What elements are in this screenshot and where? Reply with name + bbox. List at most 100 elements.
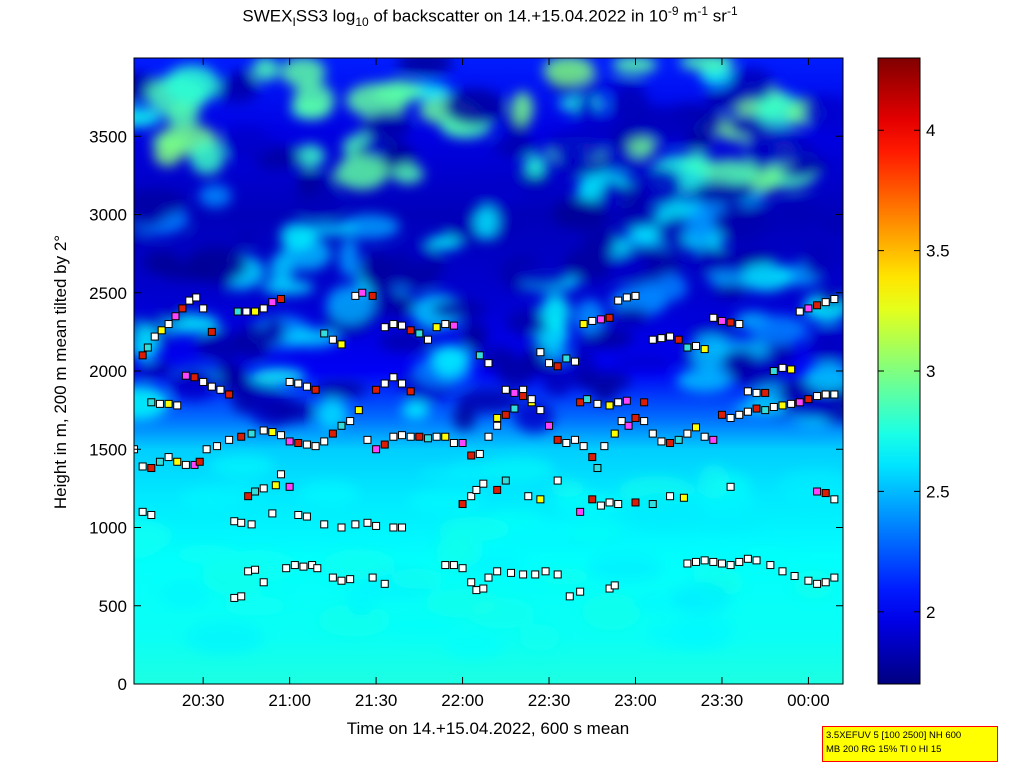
data-marker — [320, 437, 329, 446]
colorbar-tick-label: 4 — [926, 121, 935, 140]
data-marker — [769, 402, 778, 411]
data-marker — [709, 435, 718, 444]
data-marker — [631, 498, 640, 507]
data-marker — [479, 584, 488, 593]
data-marker — [769, 367, 778, 375]
data-marker — [276, 431, 285, 440]
data-marker — [778, 567, 787, 576]
data-marker — [380, 579, 389, 588]
data-marker — [752, 404, 761, 413]
data-marker — [683, 343, 692, 352]
data-marker — [192, 293, 201, 302]
data-marker — [692, 557, 701, 566]
data-marker — [605, 313, 614, 322]
data-marker — [484, 359, 493, 368]
data-marker — [268, 298, 277, 307]
data-marker — [576, 398, 585, 407]
data-marker — [164, 453, 173, 462]
data-marker — [683, 429, 692, 438]
data-marker — [648, 500, 657, 509]
data-marker — [389, 320, 398, 329]
data-marker — [363, 435, 372, 444]
colorbar-tick-label: 2 — [926, 603, 935, 622]
data-marker — [605, 498, 614, 507]
y-tick-label: 2500 — [89, 284, 127, 303]
parameter-info-box: 3.5XEFUV 5 [100 2500] NH 600 MB 200 RG 1… — [822, 726, 998, 762]
info-line-2: MB 200 RG 15% TI 0 HI 15 — [826, 744, 942, 755]
data-marker — [302, 512, 311, 521]
colorbar-ticks: 2 2.5 3 3.5 4 — [878, 121, 950, 622]
data-marker — [519, 392, 528, 401]
data-marker — [579, 320, 588, 329]
y-tick-label: 0 — [118, 675, 127, 694]
data-marker — [700, 432, 709, 441]
data-marker — [479, 479, 488, 488]
data-marker — [624, 421, 633, 430]
data-marker — [657, 437, 666, 446]
data-marker — [813, 301, 822, 310]
data-marker — [147, 464, 156, 473]
data-marker — [225, 435, 234, 444]
y-axis: 0 500 1000 1500 2000 2500 3000 3500 — [89, 127, 843, 694]
data-marker — [657, 334, 666, 343]
data-marker — [285, 482, 294, 491]
data-marker — [519, 570, 528, 579]
data-marker — [761, 406, 770, 415]
data-marker — [666, 492, 675, 501]
data-marker — [610, 581, 619, 590]
data-marker — [406, 432, 415, 441]
data-marker — [510, 388, 519, 397]
data-marker — [398, 379, 407, 388]
data-marker — [743, 387, 752, 396]
data-marker — [576, 587, 585, 596]
data-marker — [766, 561, 775, 570]
data-marker — [458, 438, 467, 447]
data-marker — [614, 398, 623, 407]
data-marker — [524, 492, 533, 501]
data-marker — [458, 500, 467, 509]
chart-title: SWEXISS3 log10 of backscatter on 14.+15.… — [242, 4, 738, 30]
y-tick-label: 1500 — [89, 440, 127, 459]
data-marker — [709, 557, 718, 566]
data-marker — [432, 432, 441, 441]
marker-series-layer-1250 — [244, 470, 839, 516]
data-marker — [311, 442, 320, 451]
data-marker — [743, 407, 752, 416]
data-marker — [622, 396, 631, 405]
data-marker — [579, 442, 588, 451]
data-marker — [268, 428, 277, 437]
data-marker — [276, 295, 285, 304]
data-marker — [302, 382, 311, 391]
data-marker — [610, 429, 619, 438]
data-marker — [147, 398, 156, 407]
y-tick-label: 500 — [99, 597, 127, 616]
y-tick-label: 3000 — [89, 206, 127, 225]
data-marker — [666, 438, 675, 447]
x-tick-label: 23:30 — [701, 691, 744, 710]
data-marker — [709, 313, 718, 322]
data-marker — [830, 495, 839, 504]
data-marker — [531, 570, 540, 579]
data-marker — [268, 509, 277, 518]
data-marker — [735, 320, 744, 329]
data-marker — [207, 382, 216, 391]
data-marker — [640, 417, 649, 426]
data-marker — [233, 307, 242, 316]
data-marker — [648, 335, 657, 344]
data-marker — [674, 435, 683, 444]
y-axis-label: Height in m, 200 m mean tilted by 2° — [51, 235, 70, 509]
heatmap-cloud-texture — [134, 58, 843, 659]
data-marker — [389, 432, 398, 441]
data-marker — [302, 440, 311, 449]
colorbar — [877, 57, 921, 685]
data-marker — [674, 335, 683, 344]
data-marker — [242, 307, 251, 316]
data-marker — [700, 556, 709, 565]
data-marker — [313, 564, 322, 573]
data-marker — [605, 401, 614, 410]
data-marker — [726, 318, 735, 327]
data-marker — [830, 573, 839, 582]
data-marker — [588, 495, 597, 504]
y-tick-label: 2000 — [89, 362, 127, 381]
